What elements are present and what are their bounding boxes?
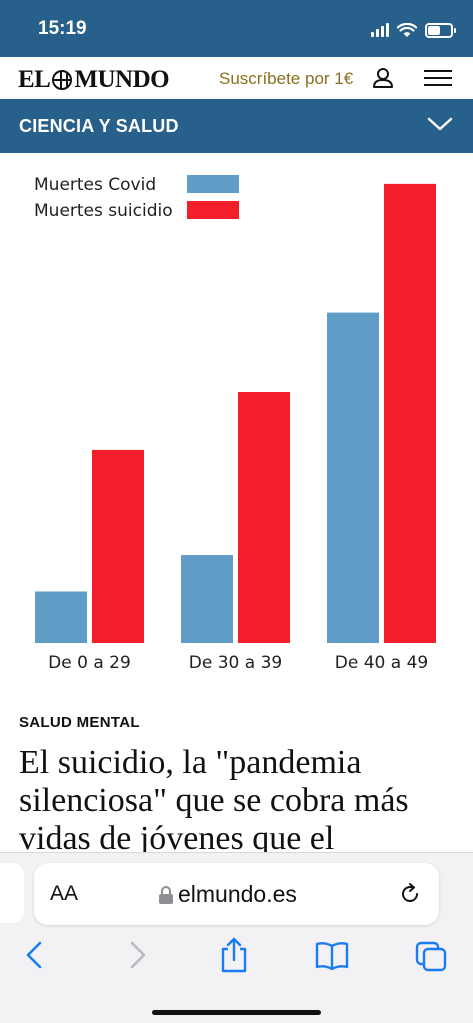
bookmarks-icon[interactable] <box>314 935 350 975</box>
battery-icon <box>425 22 456 38</box>
home-indicator[interactable] <box>152 1010 321 1015</box>
legend-label: Muertes Covid <box>34 175 156 195</box>
x-tick-label: De 40 a 49 <box>335 653 428 673</box>
forward-arrow-icon[interactable] <box>118 935 154 975</box>
bar <box>181 555 233 643</box>
url-display[interactable]: elmundo.es <box>159 881 297 908</box>
bar <box>35 591 87 643</box>
status-bar: 15:19 <box>0 0 473 57</box>
status-icons <box>371 18 456 42</box>
reload-icon[interactable] <box>398 882 422 906</box>
legend-swatch <box>187 201 239 219</box>
lock-icon <box>159 885 173 904</box>
bar <box>384 183 436 643</box>
hamburger-menu-icon[interactable] <box>424 70 452 86</box>
bar <box>92 449 144 643</box>
globe-icon <box>52 70 73 90</box>
back-arrow-icon[interactable] <box>18 935 54 975</box>
bar <box>238 391 290 643</box>
wifi-icon <box>397 22 417 37</box>
address-bar[interactable]: AA elmundo.es <box>34 863 439 925</box>
status-time: 15:19 <box>38 18 87 39</box>
logo-text-left: EL <box>18 66 51 93</box>
tabs-icon[interactable] <box>414 935 450 975</box>
section-bar[interactable]: CIENCIA Y SALUD <box>0 99 473 153</box>
browser-toolbar: AA elmundo.es <box>0 852 473 1023</box>
x-tick-label: De 0 a 29 <box>48 653 131 673</box>
aa-label: AA <box>50 882 79 905</box>
logo-text-right: MUNDO <box>74 66 170 93</box>
bar <box>327 312 379 643</box>
bar-chart: Muertes Covid Muertes suicidio De 0 a 29 De… <box>34 175 436 673</box>
article-kicker[interactable]: SALUD MENTAL <box>19 714 140 731</box>
subscribe-link[interactable]: Suscríbete por 1€ <box>219 69 354 88</box>
article-headline[interactable]: El suicidio, la "pandemia silenciosa" qu… <box>19 744 409 852</box>
cellular-signal-icon <box>371 23 389 37</box>
legend-swatch <box>187 175 239 193</box>
site-header: EL MUNDO Suscríbete por 1€ <box>0 57 473 99</box>
section-title: CIENCIA Y SALUD <box>19 116 179 136</box>
url-text: elmundo.es <box>178 881 297 907</box>
previous-tab-preview[interactable] <box>0 863 24 923</box>
share-icon[interactable] <box>216 935 252 975</box>
legend-label: Muertes suicidio <box>34 201 173 221</box>
chevron-down-icon[interactable] <box>426 114 454 134</box>
user-icon[interactable] <box>372 67 394 89</box>
x-tick-label: De 30 a 39 <box>189 653 282 673</box>
reader-aa-button[interactable]: AA <box>50 882 78 906</box>
el-mundo-logo[interactable]: EL MUNDO <box>18 66 170 94</box>
